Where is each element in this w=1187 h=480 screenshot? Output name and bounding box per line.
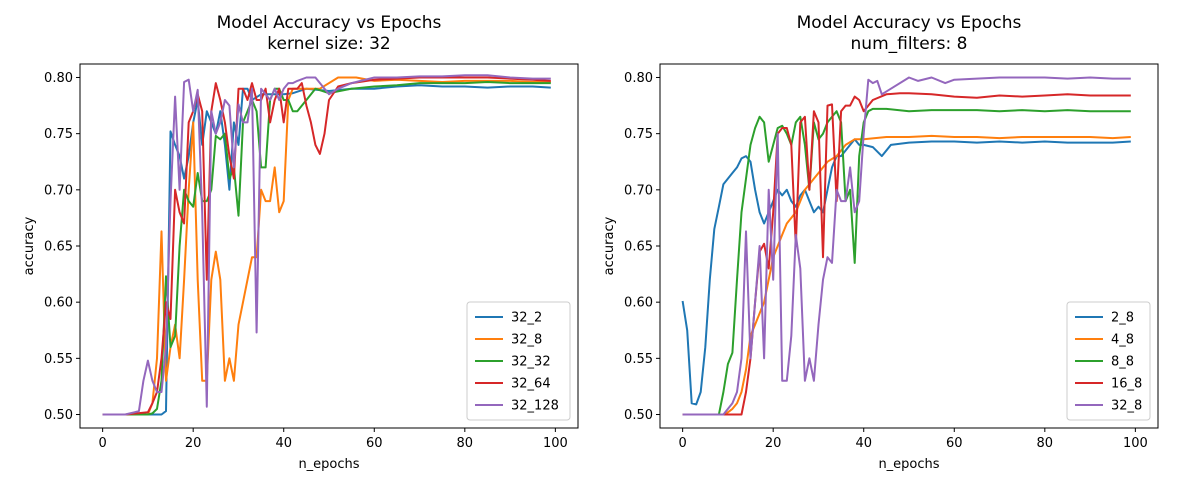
series-line-32_32 [102,81,551,416]
y-tick-label: 0.80 [624,71,653,86]
series-line-8_8 [717,107,1131,415]
series-line-32_8 [102,76,551,416]
x-tick-label: 60 [366,436,383,451]
y-tick-label: 0.70 [44,183,73,198]
y-tick-label: 0.70 [624,183,653,198]
x-axis-label: n_epochs [878,457,939,472]
legend-label: 2_8 [1111,311,1134,326]
legend: 32_2 32_8 32_32 32_64 32_128 [466,301,571,421]
y-axis-label: accuracy [602,216,617,275]
chart-title: Model Accuracy vs Epochs [217,13,442,33]
chart-title: Model Accuracy vs Epochs [797,13,1022,33]
y-axis-label: accuracy [22,216,37,275]
legend-label: 32_128 [511,399,559,414]
legend-box [1066,301,1151,421]
y-tick-label: 0.75 [44,127,73,142]
series-line-32_8 [682,76,1131,416]
series-line-16_8 [682,92,1131,416]
y-tick-label: 0.65 [624,240,653,255]
x-tick-label: 40 [275,436,292,451]
legend-label: 32_8 [511,333,542,348]
x-tick-label: 20 [185,436,202,451]
series-group [681,76,1131,416]
legend-label: 8_8 [1111,355,1134,370]
y-tick-label: 0.60 [44,296,73,311]
legend-label: 16_8 [1111,377,1142,392]
x-tick-label: 80 [1037,436,1054,451]
y-tick-label: 0.75 [624,127,653,142]
chart-subtitle: num_filters: 8 [851,34,968,54]
y-tick-label: 0.50 [624,408,653,423]
x-tick-label: 60 [946,436,963,451]
chart-subtitle: kernel size: 32 [267,34,390,54]
x-tick-label: 40 [855,436,872,451]
series-line-4_8 [682,134,1131,416]
x-tick-label: 0 [678,436,686,451]
y-tick-label: 0.60 [624,296,653,311]
y-tick-label: 0.55 [44,352,73,367]
x-axis-label: n_epochs [298,457,359,472]
series-group [102,74,551,416]
legend-label: 4_8 [1111,333,1134,348]
y-tick-label: 0.65 [44,240,73,255]
x-tick-label: 20 [765,436,782,451]
legend-label: 32_8 [1111,399,1142,414]
y-tick-label: 0.80 [44,71,73,86]
y-tick-label: 0.50 [44,408,73,423]
x-tick-label: 100 [1123,436,1148,451]
legend-label: 32_2 [511,311,542,326]
x-tick-label: 80 [457,436,474,451]
legend-box [466,301,571,421]
legend: 2_8 4_8 8_8 16_8 32_8 [1066,301,1151,421]
legend-label: 32_64 [511,377,551,392]
x-tick-label: 100 [543,436,568,451]
legend-label: 32_32 [511,355,551,370]
y-tick-label: 0.55 [624,352,653,367]
series-line-32_128 [102,74,551,416]
x-tick-label: 0 [98,436,106,451]
